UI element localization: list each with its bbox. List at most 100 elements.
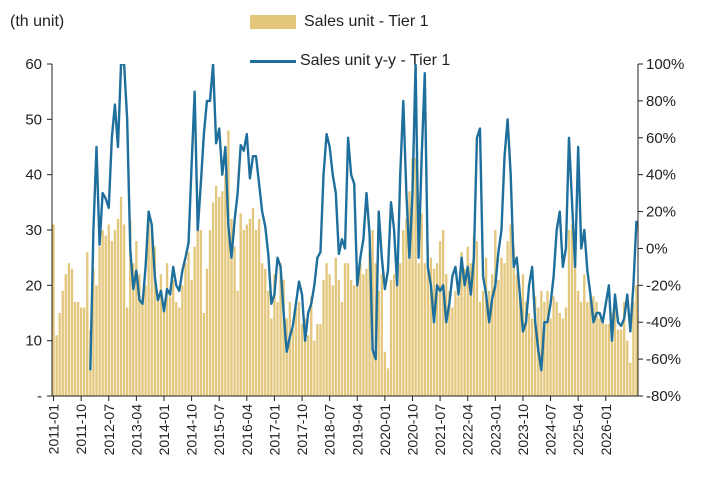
bar (181, 285, 184, 396)
bar (598, 318, 601, 396)
bar (138, 274, 141, 396)
bar (64, 274, 67, 396)
bar (175, 301, 178, 396)
legend-label-sales-yy: Sales unit y-y - Tier 1 (300, 52, 451, 69)
bar (273, 274, 276, 396)
bar (512, 246, 515, 396)
bar (254, 230, 258, 396)
x-axis-tick-label: 2024-07 (543, 404, 559, 456)
bar (190, 279, 193, 396)
x-axis-tick-label: 2012-07 (101, 404, 117, 456)
left-axis-unit-label: (th unit) (10, 13, 65, 30)
bar (110, 241, 113, 396)
bar (55, 335, 58, 396)
bar (546, 290, 549, 396)
bar (346, 263, 350, 396)
left-axis-tick-label: 40 (25, 167, 42, 184)
x-axis-tick-label: 2023-10 (515, 404, 531, 456)
bar (343, 263, 347, 396)
x-axis-tick-label: 2021-07 (432, 404, 448, 456)
bar (159, 274, 163, 396)
bar (95, 285, 98, 396)
bar (70, 268, 74, 396)
bar (73, 301, 77, 396)
x-axis-tick-label: 2011-10 (73, 404, 89, 455)
bar (61, 290, 64, 396)
bar (147, 213, 150, 396)
bar (288, 301, 291, 396)
bar (423, 263, 426, 396)
bar (230, 218, 233, 396)
bar (126, 307, 129, 396)
bar (616, 329, 620, 396)
bar (500, 257, 503, 396)
bar (567, 230, 571, 396)
bar (518, 290, 522, 396)
bar (178, 307, 181, 396)
legend-swatch-bar (250, 15, 296, 29)
bar (417, 263, 420, 396)
bar (619, 329, 623, 396)
x-axis-tick-label: 2022-04 (460, 404, 476, 456)
bar (368, 252, 371, 396)
right-axis-tick-label: 100% (646, 56, 684, 73)
bar (472, 235, 476, 396)
bar (555, 301, 558, 396)
bar (313, 340, 316, 396)
bar (429, 257, 433, 396)
bar (380, 274, 383, 396)
bar (76, 301, 80, 396)
series-line-sales-yy (89, 64, 638, 372)
bar (589, 296, 592, 396)
x-axis-tick-label: 2019-04 (349, 404, 365, 456)
bar (116, 218, 120, 396)
bar (365, 268, 368, 396)
right-axis-tick-label: 0% (646, 240, 668, 257)
bar (141, 296, 144, 396)
bar (261, 263, 264, 396)
bar (208, 230, 212, 396)
bar (583, 274, 586, 396)
bar (488, 290, 491, 396)
bar (610, 313, 614, 396)
bar (285, 318, 288, 396)
x-axis-tick-label: 2020-01 (377, 404, 393, 456)
bar (172, 279, 175, 396)
left-axis-tick-label: 50 (25, 111, 42, 128)
bar (521, 274, 525, 396)
right-axis-tick-label: 60% (646, 130, 676, 147)
bar (460, 252, 463, 396)
x-axis-tick-label: 2016-04 (239, 404, 255, 456)
bar (607, 324, 611, 396)
bar (435, 263, 439, 396)
bar (475, 241, 479, 396)
bar (478, 301, 482, 396)
bar (613, 307, 617, 396)
legend-item-sales-yy: Sales unit y-y - Tier 1 (250, 50, 450, 72)
bar (221, 191, 224, 396)
bar (432, 268, 436, 396)
bar (303, 318, 307, 396)
bar (635, 285, 638, 396)
bar (328, 274, 331, 396)
left-axis-tick-label: 20 (25, 277, 42, 294)
bar (67, 263, 71, 396)
bar (233, 246, 236, 396)
x-axis-tick-label: 2018-07 (322, 404, 338, 456)
bar (463, 268, 466, 396)
bar (165, 263, 169, 396)
bar (279, 263, 282, 396)
bar (402, 230, 405, 396)
bar (319, 324, 322, 396)
bar (264, 268, 267, 396)
left-axis-tick-label: - (37, 388, 42, 405)
bar (509, 224, 512, 396)
bar (377, 290, 380, 396)
bar (267, 290, 270, 396)
bar (481, 290, 485, 396)
bar (239, 213, 242, 396)
bar (626, 340, 629, 396)
bar (325, 263, 328, 396)
bar (132, 263, 135, 396)
